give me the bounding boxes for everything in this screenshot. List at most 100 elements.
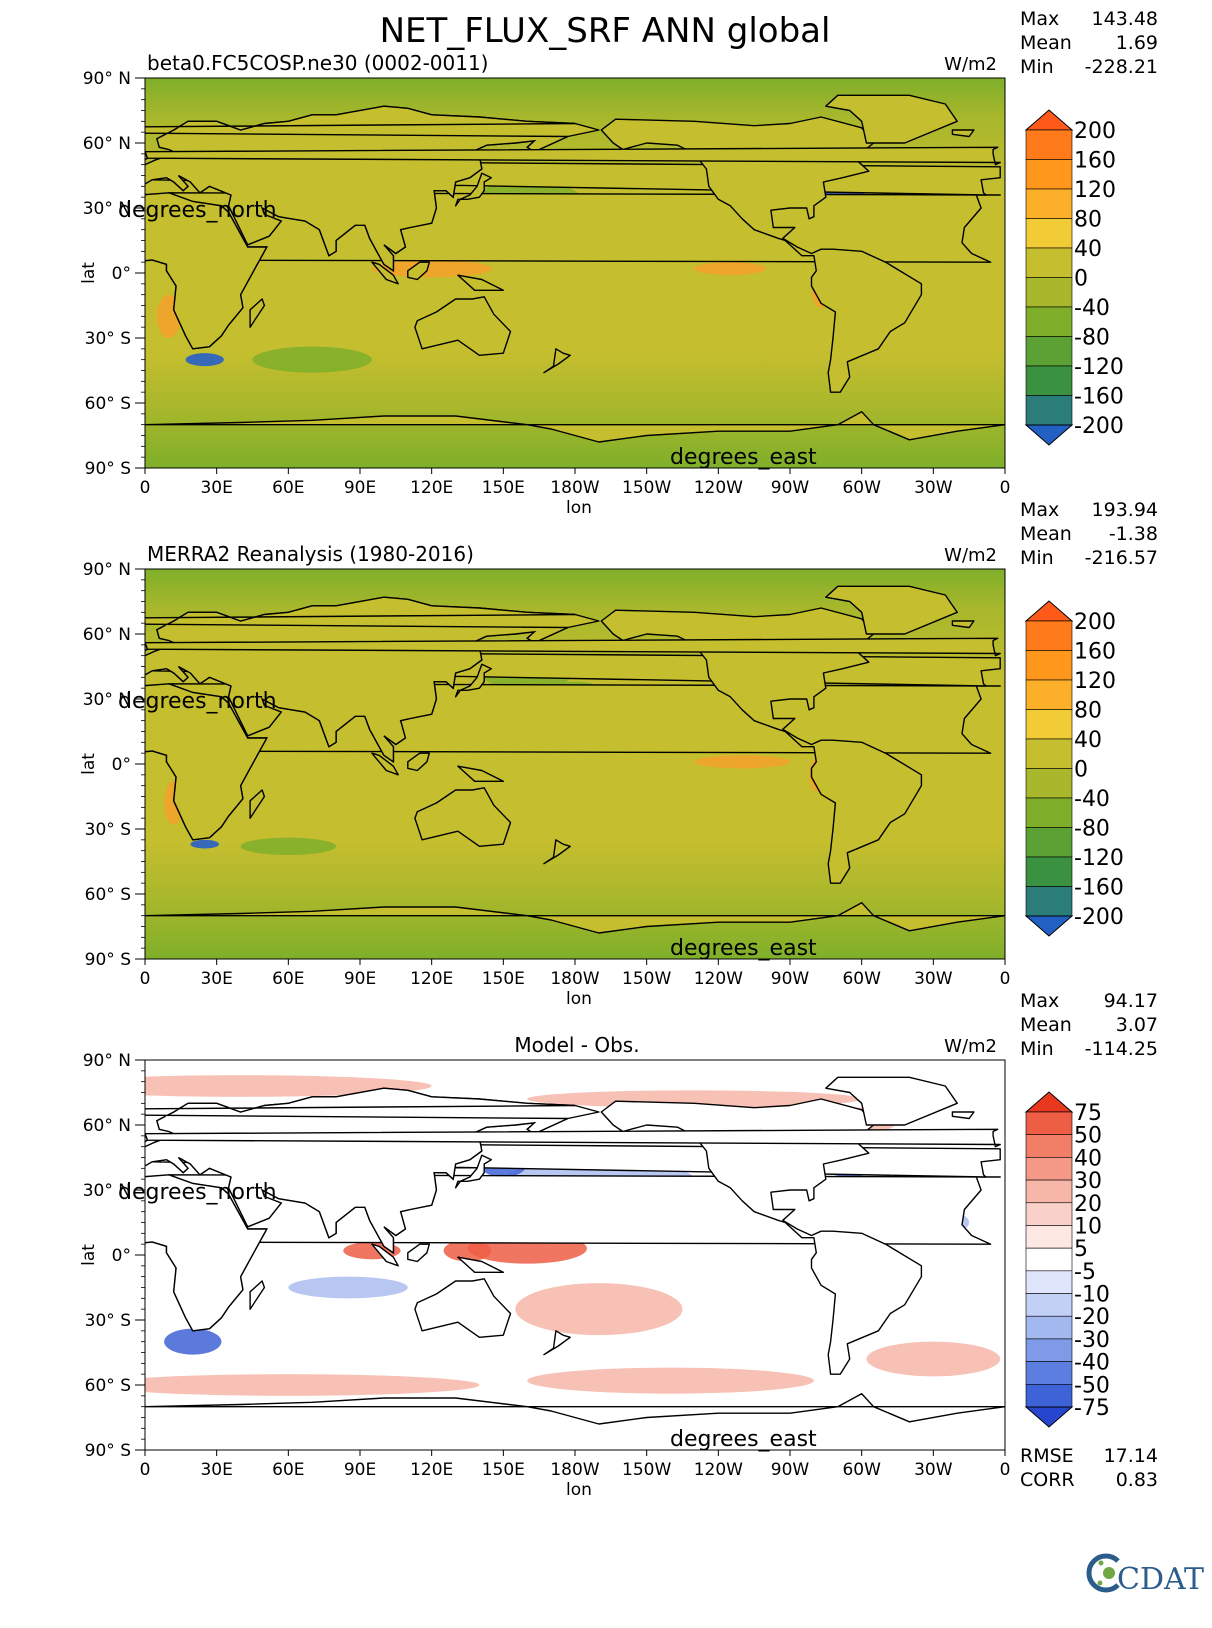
coastline: [414, 1278, 512, 1339]
colorbar-bin: [1025, 650, 1073, 681]
colorbar-bin: [1025, 1202, 1073, 1226]
y-tick-label: 90° N: [83, 560, 131, 580]
coastlines: [145, 94, 1005, 443]
stat-value: 3.07: [1116, 1014, 1158, 1036]
field-anomaly: [515, 1283, 683, 1336]
coastline: [951, 129, 975, 138]
colorbar-label: 80: [1074, 699, 1102, 724]
coastline: [145, 411, 1005, 443]
coastline: [145, 683, 268, 841]
coastline: [145, 596, 576, 764]
coastline: [145, 150, 149, 161]
colorbar-extend-bottom: [1024, 915, 1074, 937]
coastline: [145, 641, 149, 652]
y-tick-label: 30° S: [85, 329, 131, 349]
y-tick-label: 90° S: [85, 1441, 131, 1461]
colorbar-label: -10: [1074, 1283, 1110, 1308]
x-axis-label: lon: [566, 989, 592, 1009]
coastline: [825, 585, 958, 635]
coastline: [407, 752, 430, 772]
x-tick-label: 0: [140, 1460, 151, 1480]
x-tick-label: 60E: [272, 1460, 304, 1480]
coastline: [543, 839, 571, 865]
field-anomaly: [145, 1374, 480, 1396]
colorbar-bin: [1025, 1293, 1073, 1317]
coastline: [145, 146, 1001, 166]
coastline: [249, 1280, 266, 1310]
coastlines: [145, 585, 1005, 934]
y-tick-label: 90° S: [85, 459, 131, 479]
colorbar-bin: [1025, 1315, 1073, 1340]
stat-value: -228.21: [1085, 56, 1158, 78]
stat-value: -1.38: [1109, 523, 1158, 545]
stat-label: Max: [1020, 499, 1059, 521]
colorbar-bin: [1025, 277, 1073, 308]
x-tick-label: 150E: [482, 478, 525, 498]
colorbar-label: 5: [1074, 1237, 1088, 1262]
x-tick-label: 90E: [344, 969, 376, 989]
x-tick-label: 120E: [410, 969, 453, 989]
coastline: [543, 1330, 571, 1356]
colorbar-label: 40: [1074, 728, 1102, 753]
colorbar-label: -40: [1074, 787, 1110, 812]
panel-title: MERRA2 Reanalysis (1980-2016): [147, 542, 474, 566]
x-tick-label: 180W: [550, 969, 599, 989]
stat-value: -216.57: [1085, 547, 1158, 569]
colorbar-label: -30: [1074, 1328, 1110, 1353]
colorbar-bin: [1025, 827, 1073, 858]
colorbar-bin: [1025, 768, 1073, 799]
y-tick-label: 60° S: [85, 394, 131, 414]
field-anomaly: [190, 839, 220, 849]
y-axis-label: lat: [79, 1244, 99, 1266]
x-tick-label: 120E: [410, 1460, 453, 1480]
lon-units-label: degrees_east: [670, 1427, 817, 1452]
x-tick-label: 120W: [694, 1460, 743, 1480]
y-tick-label: 60° N: [83, 1116, 131, 1136]
coastline: [454, 1154, 493, 1189]
x-tick-label: 60W: [842, 1460, 881, 1480]
panel-title: beta0.FC5COSP.ne30 (0002-0011): [147, 51, 488, 75]
x-tick-label: 60W: [842, 969, 881, 989]
coastline: [145, 902, 1005, 934]
coastline: [454, 172, 493, 207]
colorbar-bin: [1025, 1338, 1073, 1362]
y-tick-label: 30° N: [83, 690, 131, 710]
colorbar-bin: [1025, 1179, 1073, 1204]
field-anomaly: [866, 1341, 1001, 1377]
colorbar-label: -40: [1074, 1351, 1110, 1376]
colorbar-label: -80: [1074, 326, 1110, 351]
stat-value: -114.25: [1085, 1038, 1158, 1060]
colorbar-label: 200: [1074, 119, 1116, 144]
stat-value: 1.69: [1116, 32, 1158, 54]
x-tick-label: 90E: [344, 478, 376, 498]
coastline: [414, 296, 512, 356]
colorbar-bin: [1025, 1384, 1073, 1408]
colorbar-label: 75: [1074, 1101, 1102, 1126]
colorbar-bin: [1025, 1134, 1073, 1158]
colorbar-bin: [1025, 1111, 1073, 1135]
y-axis-label: lat: [79, 262, 99, 284]
colorbar-label: 40: [1074, 1146, 1102, 1171]
coastline: [457, 274, 504, 291]
colorbar-extend-bottom: [1024, 424, 1074, 446]
units-label: W/m2: [944, 54, 997, 75]
colorbar-bin: [1025, 247, 1073, 278]
coastline: [407, 1243, 430, 1263]
colorbar-bin: [1025, 1157, 1073, 1181]
x-tick-label: 30W: [914, 478, 953, 498]
coastlines: [145, 1076, 1005, 1425]
colorbar-label: 30: [1074, 1169, 1102, 1194]
lon-units-label: degrees_east: [670, 445, 817, 470]
colorbar-bin: [1025, 679, 1073, 710]
coastline: [249, 789, 266, 819]
field-anomaly: [185, 353, 224, 367]
y-tick-label: 30° S: [85, 1311, 131, 1331]
colorbar-label: -160: [1074, 385, 1124, 410]
colorbar-label: -200: [1074, 414, 1124, 439]
colorbar-label: 50: [1074, 1124, 1102, 1149]
field-anomaly: [371, 260, 492, 278]
colorbar-label: -75: [1074, 1396, 1110, 1421]
coastline: [825, 1076, 958, 1126]
